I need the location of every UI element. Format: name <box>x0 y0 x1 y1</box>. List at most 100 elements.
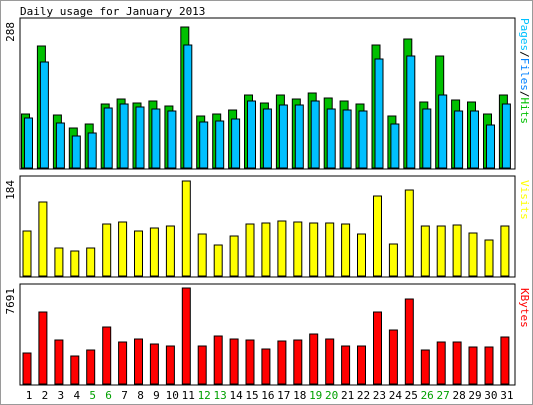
files-bar <box>310 100 320 169</box>
x-tick-label: 18 <box>293 389 306 402</box>
kbytes-bar <box>261 348 271 385</box>
kbytes-bar <box>436 341 446 385</box>
visits-bar <box>229 235 239 277</box>
legend-part: / <box>518 91 531 98</box>
x-tick-label: 5 <box>89 389 96 402</box>
visits-bar <box>149 227 159 277</box>
files-bar <box>39 61 49 169</box>
x-tick-label: 27 <box>436 389 449 402</box>
kbytes-bar <box>277 340 287 385</box>
x-tick-label: 31 <box>500 389 513 402</box>
kbytes-bar <box>118 341 128 385</box>
x-tick-label: 24 <box>389 389 403 402</box>
x-tick-label: 1 <box>26 389 33 402</box>
x-tick-label: 6 <box>105 389 112 402</box>
x-tick-label: 10 <box>166 389 179 402</box>
kbytes-bar <box>500 336 510 385</box>
kbytes-bar <box>373 311 382 385</box>
files-bar <box>358 110 368 169</box>
files-bar <box>374 58 384 169</box>
x-tick-label: 14 <box>229 389 243 402</box>
files-bar <box>247 100 256 169</box>
x-tick-label: 13 <box>213 389 226 402</box>
visits-bar <box>181 180 191 277</box>
files-bar <box>199 121 209 169</box>
kbytes-bar <box>149 343 159 385</box>
kbytes-bar <box>213 335 223 385</box>
legend-part: / <box>518 51 531 58</box>
files-bar <box>278 104 288 169</box>
x-tick-label: 30 <box>484 389 497 402</box>
kbytes-bar <box>102 326 112 385</box>
visits-bar <box>293 221 303 277</box>
bars-layer <box>21 26 511 385</box>
kbytes-bar <box>341 345 351 385</box>
visits-bar <box>134 230 143 277</box>
visits-bar <box>357 233 366 277</box>
x-tick-label: 7 <box>121 389 128 402</box>
visits-bar <box>22 230 32 277</box>
x-tick-label: 4 <box>73 389 80 402</box>
files-bar <box>167 110 177 169</box>
kbytes-bar <box>197 345 207 385</box>
kbytes-bar <box>245 339 255 385</box>
kbytes-bar <box>70 355 80 385</box>
x-tick-label: 22 <box>357 389 370 402</box>
files-bar <box>135 106 145 169</box>
visits-bar <box>165 225 175 277</box>
kbytes-bar <box>325 338 335 385</box>
files-bar <box>501 103 511 169</box>
files-bar <box>454 110 464 169</box>
x-tick-label: 17 <box>277 389 290 402</box>
visits-bar <box>452 224 462 277</box>
visits-bar <box>388 243 398 277</box>
visits-bar <box>54 247 64 277</box>
files-bar <box>438 94 448 169</box>
x-tick-label: 3 <box>57 389 64 402</box>
files-bar <box>390 123 400 169</box>
kbytes-bar <box>54 339 64 385</box>
visits-bar <box>197 233 207 277</box>
files-bar <box>326 108 336 169</box>
files-bar <box>55 122 65 169</box>
files-bar <box>215 120 225 169</box>
visits-legend: Visits <box>518 180 531 220</box>
visits-bar <box>70 250 80 277</box>
files-bar <box>486 124 495 169</box>
visits-max-label: 184 <box>4 180 17 200</box>
x-axis-labels: 1 2 3 4 5 6 7 8 9 10 11 12 13 14 15 16 17 18 19 20 21 22 23 24 2… <box>26 389 514 402</box>
visits-bar <box>86 247 96 277</box>
visits-bar <box>436 225 446 277</box>
x-tick-label: 19 <box>309 389 322 402</box>
x-tick-label: 28 <box>452 389 465 402</box>
kbytes-bar <box>293 339 303 385</box>
files-bar <box>231 118 241 169</box>
visits-bar <box>261 222 271 277</box>
kbytes-bar <box>134 338 143 385</box>
kbytes-bar <box>181 287 191 385</box>
kbytes-bar <box>452 341 462 385</box>
kbytes-bar <box>86 349 96 385</box>
files-bar <box>262 108 272 169</box>
files-bar <box>151 108 161 169</box>
x-tick-label: 12 <box>198 389 211 402</box>
kbytes-bar <box>484 346 494 385</box>
hits-max-label: 288 <box>4 22 17 42</box>
kbytes-bar <box>229 338 239 385</box>
files-bar <box>342 109 352 169</box>
visits-bar <box>404 189 414 277</box>
files-bar <box>71 135 81 169</box>
visits-bar <box>468 232 478 277</box>
x-tick-label: 25 <box>405 389 418 402</box>
x-tick-label: 26 <box>421 389 434 402</box>
files-bar <box>406 55 416 169</box>
files-bar <box>24 117 33 169</box>
files-bar <box>87 132 97 169</box>
x-tick-label: 21 <box>341 389 354 402</box>
kbytes-legend: KBytes <box>518 288 531 328</box>
chart-title: Daily usage for January 2013 <box>20 5 205 18</box>
x-tick-label: 20 <box>325 389 338 402</box>
visits-bar <box>38 201 48 277</box>
visits-bar <box>213 244 223 277</box>
